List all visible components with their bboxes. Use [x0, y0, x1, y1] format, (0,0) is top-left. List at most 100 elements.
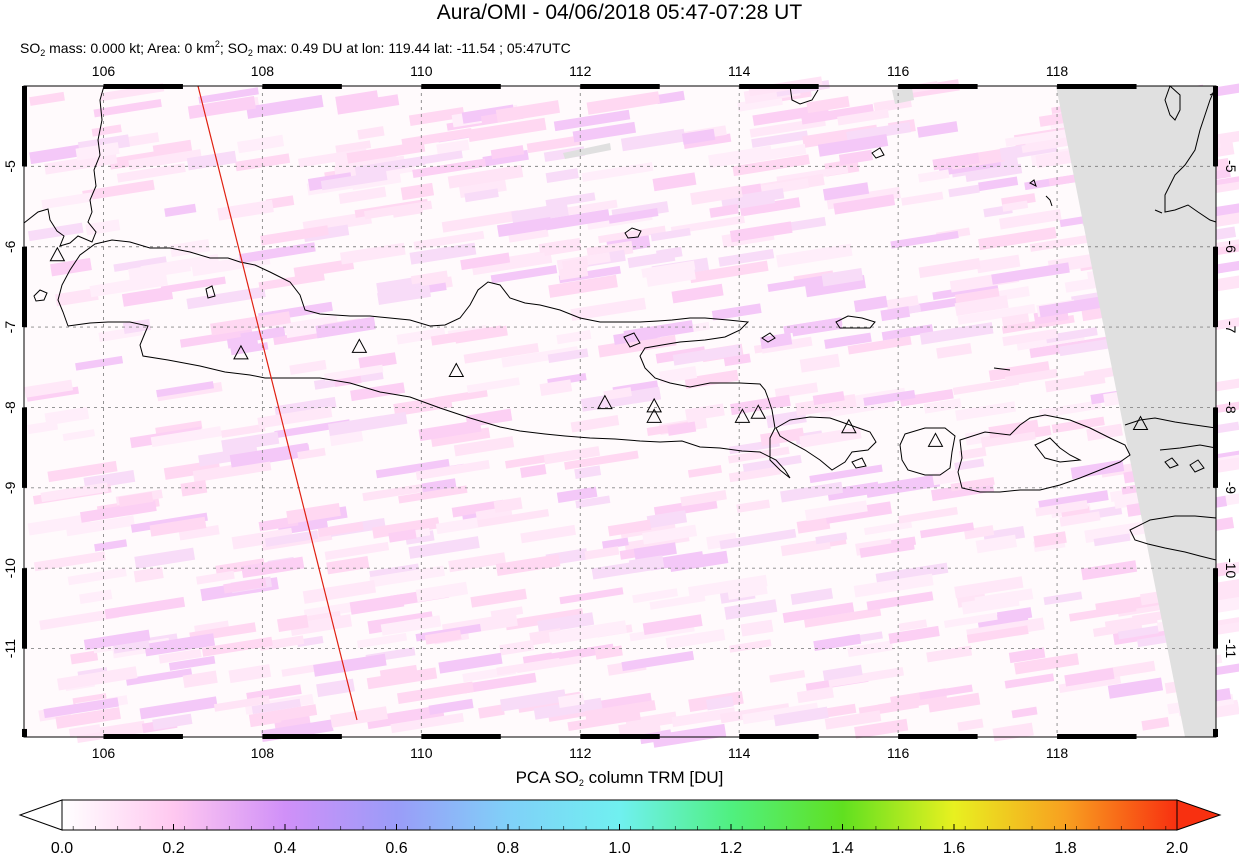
retrieval-pixel — [543, 446, 601, 465]
frame-bar-bottom — [739, 734, 819, 739]
volcano-triangle-icon — [750, 404, 767, 419]
frame-bar-bottom — [898, 734, 978, 739]
retrieval-pixel — [954, 295, 1009, 317]
retrieval-pixel — [400, 182, 435, 201]
retrieval-pixel — [179, 328, 253, 348]
retrieval-pixel — [767, 275, 827, 293]
retrieval-pixel — [324, 541, 390, 561]
retrieval-pixel — [258, 272, 325, 291]
retrieval-pixel — [866, 591, 934, 611]
retrieval-pixel — [621, 650, 695, 672]
colorbar-tick-label: 1.8 — [1054, 840, 1076, 855]
retrieval-pixel — [150, 426, 222, 448]
retrieval-pixel — [70, 650, 99, 665]
retrieval-pixel — [548, 620, 628, 645]
retrieval-pixel — [223, 577, 267, 594]
retrieval-pixel — [853, 295, 888, 313]
retrieval-pixel — [274, 396, 337, 418]
frame-bar-right — [1213, 728, 1218, 737]
lon-label-top: 110 — [410, 63, 433, 79]
retrieval-pixel — [397, 681, 474, 704]
retrieval-pixel — [1051, 416, 1105, 434]
retrieval-pixel — [769, 669, 806, 683]
retrieval-pixel — [633, 542, 677, 561]
retrieval-pixel — [837, 108, 890, 126]
retrieval-pixel — [1141, 717, 1170, 731]
retrieval-pixel — [740, 619, 774, 637]
retrieval-pixel — [899, 388, 954, 407]
retrieval-pixel — [290, 614, 353, 636]
retrieval-pixel — [152, 713, 193, 730]
retrieval-pixel — [603, 387, 632, 401]
retrieval-pixel — [558, 265, 621, 284]
retrieval-pixel — [773, 706, 829, 727]
retrieval-pixel — [1068, 603, 1137, 622]
retrieval-pixel — [68, 724, 101, 737]
retrieval-pixel — [104, 596, 186, 620]
islet-coast — [623, 332, 641, 348]
retrieval-pixel — [520, 524, 576, 544]
lat-label-left: -8 — [2, 401, 18, 414]
retrieval-pixel — [1064, 667, 1115, 687]
colorbar-tick-label: 1.6 — [943, 840, 965, 855]
retrieval-pixel — [656, 90, 685, 105]
retrieval-pixel — [128, 149, 202, 171]
retrieval-pixel — [806, 95, 850, 114]
retrieval-pixel — [920, 522, 975, 539]
lon-label-bottom: 112 — [569, 745, 592, 761]
retrieval-pixel — [43, 697, 119, 719]
retrieval-pixel — [80, 500, 157, 523]
volcano-triangle-icon — [448, 362, 465, 378]
retrieval-pixel — [650, 227, 691, 242]
retrieval-pixel — [1093, 533, 1131, 547]
retrieval-pixel — [1211, 210, 1239, 228]
retrieval-pixel — [526, 135, 582, 154]
coastlines — [23, 85, 1217, 561]
sulawesi-coast — [1164, 85, 1181, 121]
retrieval-pixel — [607, 519, 652, 537]
colorbar-title-subscript: 2 — [578, 778, 584, 788]
retrieval-pixel — [428, 698, 474, 715]
lombok-coast — [899, 427, 956, 476]
retrieval-pixel — [198, 446, 259, 467]
frame-bar-top — [262, 84, 342, 89]
retrieval-pixel — [410, 270, 449, 285]
retrieval-pixel — [85, 219, 121, 236]
retrieval-pixel — [198, 87, 259, 104]
retrieval-pixel — [718, 248, 775, 267]
retrieval-pixel — [118, 491, 154, 507]
retrieval-pixel — [451, 499, 505, 518]
retrieval-pixel — [665, 628, 726, 650]
retrieval-pixel — [409, 242, 477, 265]
lat-label-right: -5 — [1223, 160, 1239, 173]
retrieval-pixel — [681, 128, 716, 145]
retrieval-pixel — [709, 204, 739, 218]
retrieval-pixel — [564, 450, 639, 470]
retrieval-pixel — [543, 643, 615, 664]
retrieval-pixel — [790, 587, 834, 605]
retrieval-pixel — [978, 226, 1057, 251]
retrieval-pixel — [415, 460, 490, 481]
retrieval-pixel — [139, 696, 218, 720]
retrieval-pixel — [690, 185, 743, 206]
retrieval-pixel — [478, 704, 505, 719]
retrieval-pixel — [847, 640, 894, 658]
retrieval-pixel — [548, 274, 618, 298]
retrieval-pixel — [732, 154, 810, 177]
retrieval-pixel — [751, 130, 809, 148]
retrieval-pixel — [774, 382, 819, 399]
lat-label-left: -11 — [2, 639, 18, 658]
frame-bar-left — [22, 86, 27, 167]
retrieval-pixel — [584, 546, 620, 560]
retrieval-pixel — [149, 516, 207, 537]
volcano-triangle-icon — [841, 418, 857, 434]
retrieval-pixel — [800, 104, 875, 125]
lat-label-right: -10 — [1223, 558, 1239, 578]
retrieval-pixel — [340, 242, 406, 265]
retrieval-pixel — [366, 667, 438, 690]
frame-bar-top — [103, 84, 183, 89]
retrieval-pixel — [932, 469, 960, 486]
volcano-triangle-icon — [597, 394, 613, 410]
retrieval-pixel — [418, 419, 482, 442]
retrieval-pixel — [728, 465, 782, 483]
